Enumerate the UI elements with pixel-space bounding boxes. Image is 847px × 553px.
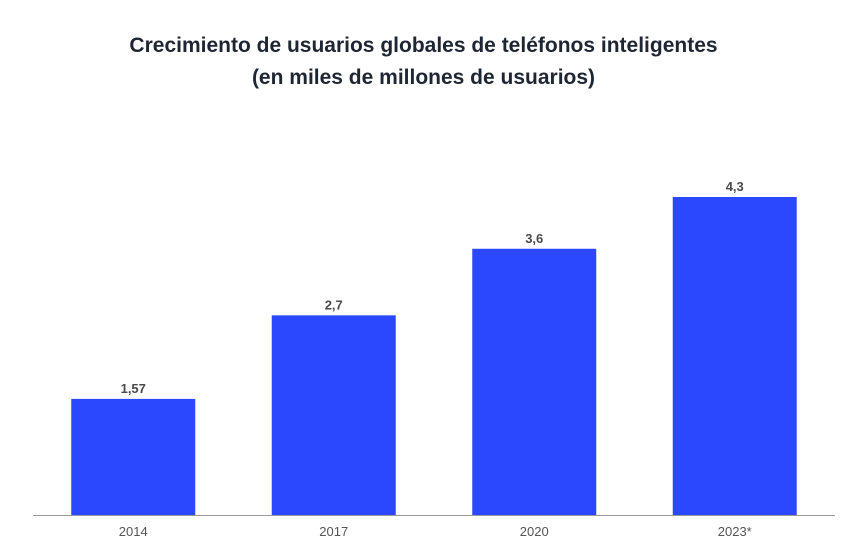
x-tick-label: 2023* bbox=[718, 524, 752, 539]
x-tick-label: 2017 bbox=[319, 524, 348, 539]
data-label: 1,57 bbox=[121, 381, 146, 396]
bar-2014 bbox=[71, 398, 196, 515]
chart-title: Crecimiento de usuarios globales de telé… bbox=[129, 34, 718, 57]
x-tick-label: 2020 bbox=[520, 524, 549, 539]
chart-subtitle: (en miles de millones de usuarios) bbox=[251, 66, 596, 89]
data-label: 2,7 bbox=[325, 297, 343, 312]
bar-2020 bbox=[472, 248, 597, 515]
data-label: 3,6 bbox=[525, 231, 543, 246]
x-tick-label: 2014 bbox=[119, 524, 148, 539]
data-label: 4,3 bbox=[726, 179, 744, 194]
bar-2023* bbox=[672, 197, 797, 515]
bar-2017 bbox=[271, 315, 396, 515]
